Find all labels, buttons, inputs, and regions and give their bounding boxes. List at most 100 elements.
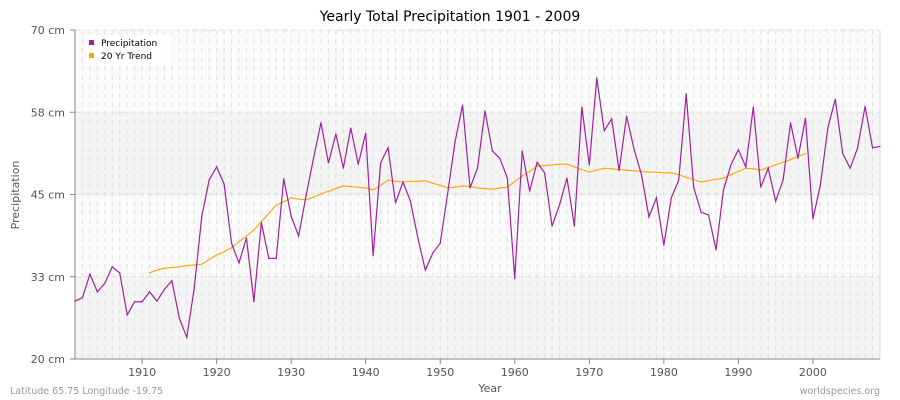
precipitation-point (857, 147, 859, 149)
precipitation-point (290, 215, 292, 217)
trend-point (298, 198, 300, 200)
precipitation-point (193, 287, 195, 289)
precipitation-point (536, 161, 538, 163)
precipitation-point (409, 200, 412, 202)
trend-point (394, 180, 397, 182)
legend-label-precipitation: Precipitation (101, 39, 157, 49)
trend-point (461, 185, 464, 187)
grid-band (75, 194, 880, 277)
trend-point (245, 235, 248, 237)
trend-point (372, 189, 374, 191)
precipitation-point (89, 273, 91, 275)
trend-point (380, 184, 382, 186)
trend-point (454, 186, 456, 188)
precipitation-point (693, 186, 695, 188)
trend-point (737, 170, 739, 173)
precipitation-point (663, 244, 665, 246)
precipitation-point (491, 150, 494, 152)
trend-point (312, 196, 315, 198)
trend-point (186, 264, 188, 267)
precipitation-point (461, 104, 464, 106)
trend-point (178, 266, 180, 268)
trend-point (283, 201, 285, 203)
trend-point (439, 184, 441, 186)
x-tick-label: 1930 (277, 366, 305, 379)
precipitation-point (529, 190, 531, 192)
precipitation-point (849, 167, 851, 169)
trend-point (655, 171, 657, 173)
precipitation-point (148, 291, 151, 293)
trend-point (715, 178, 717, 180)
precipitation-point (305, 195, 307, 197)
chart-title: Yearly Total Precipitation 1901 - 2009 (319, 9, 581, 25)
precipitation-point (767, 167, 769, 169)
trend-point (566, 163, 568, 165)
precipitation-point (812, 218, 814, 220)
precipitation-point (678, 179, 680, 181)
trend-point (596, 169, 598, 171)
x-tick-label: 1980 (650, 366, 678, 379)
precipitation-point (573, 225, 575, 227)
precipitation-point (707, 214, 710, 216)
trend-point (752, 168, 754, 170)
trend-point (216, 254, 218, 256)
precipitation-point (618, 170, 620, 172)
trend-point (387, 179, 389, 181)
precipitation-point (134, 301, 136, 303)
precipitation-point (745, 166, 747, 168)
precipitation-point (342, 167, 344, 169)
precipitation-point (648, 216, 650, 218)
trend-point (268, 212, 270, 215)
precipitation-point (365, 132, 367, 134)
precipitation-point (357, 163, 359, 165)
precipitation-point (514, 278, 516, 280)
precipitation-point (439, 242, 441, 244)
precipitation-point (171, 280, 173, 282)
x-tick-label: 1940 (352, 366, 380, 379)
precipitation-point (298, 235, 300, 237)
y-tick-label: 70 cm (31, 24, 65, 37)
precipitation-point (581, 106, 583, 108)
trend-point (760, 169, 762, 171)
trend-point (551, 164, 553, 166)
trend-point (193, 264, 195, 266)
precipitation-point (119, 272, 121, 274)
trend-point (320, 193, 322, 195)
trend-point (491, 188, 494, 190)
precipitation-point (253, 301, 255, 303)
trend-point (782, 161, 784, 163)
precipitation-point (633, 148, 635, 150)
precipitation-point (804, 117, 807, 119)
precipitation-point (782, 179, 784, 181)
trend-point (350, 186, 352, 188)
precipitation-point (506, 177, 508, 179)
precipitation-point (827, 127, 829, 129)
precipitation-point (380, 162, 382, 164)
precipitation-point (722, 189, 725, 191)
precipitation-point (230, 242, 233, 244)
precipitation-point (834, 98, 836, 100)
precipitation-point (760, 186, 762, 188)
precipitation-point (141, 301, 143, 303)
precipitation-point (126, 314, 128, 316)
precipitation-point (685, 93, 687, 95)
trend-point (603, 167, 605, 169)
legend-swatch-precipitation (89, 40, 94, 45)
precipitation-point (208, 179, 210, 181)
precipitation-point (730, 164, 732, 166)
precipitation-point (81, 297, 84, 299)
precipitation-point (543, 172, 546, 174)
precipitation-point (588, 164, 590, 166)
trend-point (730, 174, 732, 176)
trend-point (208, 259, 210, 261)
y-tick-label: 45 cm (31, 189, 65, 202)
trend-point (223, 251, 225, 253)
precipitation-point (797, 157, 799, 159)
x-tick-label: 1920 (203, 366, 231, 379)
precipitation-point (402, 181, 404, 183)
precipitation-point (871, 147, 874, 149)
trend-point (365, 187, 367, 189)
trend-point (633, 170, 635, 172)
